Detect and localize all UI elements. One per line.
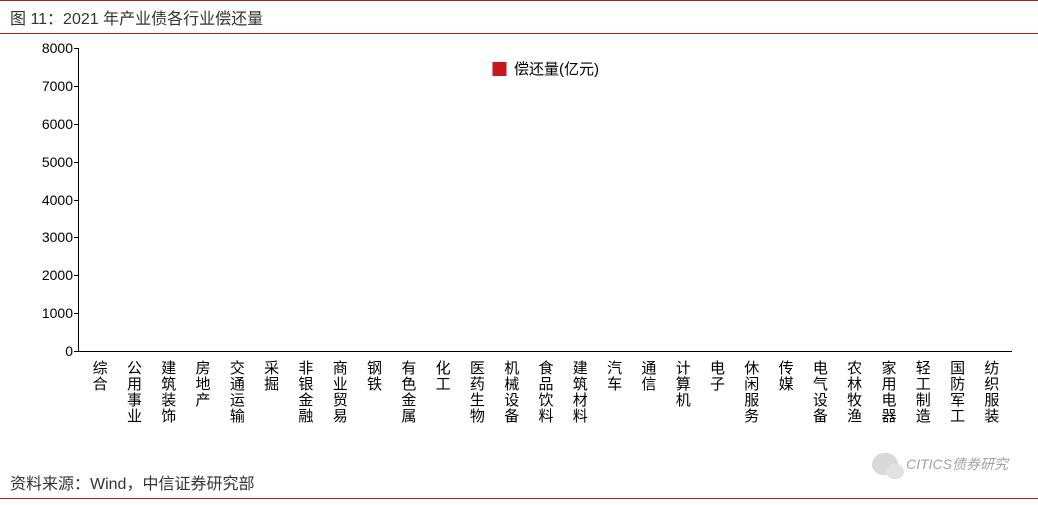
- x-label: 食品饮料: [528, 356, 562, 462]
- x-label: 通信: [631, 356, 665, 462]
- x-label: 建筑装饰: [151, 356, 185, 462]
- x-label-text: 房地产: [192, 356, 213, 462]
- x-label: 国防军工: [939, 356, 973, 462]
- y-tick: 3000: [29, 229, 73, 245]
- x-label: 交通运输: [219, 356, 253, 462]
- x-label: 电气设备: [802, 356, 836, 462]
- x-label: 钢铁: [356, 356, 390, 462]
- x-label-text: 电气设备: [809, 356, 830, 462]
- x-label: 农林牧渔: [837, 356, 871, 462]
- x-label-text: 轻工制造: [912, 356, 933, 462]
- x-label: 公用事业: [116, 356, 150, 462]
- plot-region: 偿还量(亿元) 01000200030004000500060007000800…: [78, 48, 1012, 352]
- x-label-text: 汽车: [603, 356, 624, 462]
- x-label-text: 机械设备: [500, 356, 521, 462]
- x-label-text: 国防军工: [946, 356, 967, 462]
- x-label: 建筑材料: [562, 356, 596, 462]
- x-label-text: 通信: [637, 356, 658, 462]
- y-tick: 0: [29, 343, 73, 359]
- x-label: 休闲服务: [734, 356, 768, 462]
- x-label: 传媒: [768, 356, 802, 462]
- x-label-text: 休闲服务: [740, 356, 761, 462]
- x-label-text: 有色金属: [397, 356, 418, 462]
- source-text: 资料来源：Wind，中信证券研究部: [10, 476, 254, 493]
- x-axis-labels: 综合公用事业建筑装饰房地产交通运输采掘非银金融商业贸易钢铁有色金属化工医药生物机…: [78, 356, 1012, 462]
- x-label: 商业贸易: [322, 356, 356, 462]
- x-label-text: 非银金融: [294, 356, 315, 462]
- x-label: 有色金属: [391, 356, 425, 462]
- x-label-text: 医药生物: [466, 356, 487, 462]
- x-label: 化工: [425, 356, 459, 462]
- x-label: 采掘: [253, 356, 287, 462]
- y-tick: 8000: [29, 40, 73, 56]
- x-label-text: 建筑装饰: [157, 356, 178, 462]
- x-label: 计算机: [665, 356, 699, 462]
- x-label: 电子: [699, 356, 733, 462]
- x-label-text: 纺织服装: [980, 356, 1001, 462]
- y-tick: 7000: [29, 78, 73, 94]
- x-label-text: 交通运输: [226, 356, 247, 462]
- x-label: 纺织服装: [974, 356, 1008, 462]
- x-label-text: 电子: [706, 356, 727, 462]
- chart-area: 偿还量(亿元) 0 1000 2000 3000 4000 5000 6000 7000 800…: [18, 42, 1018, 462]
- x-label-text: 计算机: [672, 356, 693, 462]
- x-label-text: 商业贸易: [329, 356, 350, 462]
- y-tick: 6000: [29, 116, 73, 132]
- x-label: 综合: [82, 356, 116, 462]
- legend-swatch: [492, 62, 506, 76]
- x-label-text: 公用事业: [123, 356, 144, 462]
- x-label-text: 建筑材料: [569, 356, 590, 462]
- y-tick: 2000: [29, 267, 73, 283]
- x-label: 房地产: [185, 356, 219, 462]
- x-label: 轻工制造: [905, 356, 939, 462]
- x-label: 机械设备: [494, 356, 528, 462]
- bars-container: [79, 48, 1012, 351]
- y-tick: 1000: [29, 305, 73, 321]
- x-label: 家用电器: [871, 356, 905, 462]
- x-label: 汽车: [596, 356, 630, 462]
- legend-label: 偿还量(亿元): [514, 58, 599, 79]
- x-label-text: 钢铁: [363, 356, 384, 462]
- x-label: 医药生物: [459, 356, 493, 462]
- x-label-text: 采掘: [260, 356, 281, 462]
- y-tick: 5000: [29, 154, 73, 170]
- x-label-text: 家用电器: [877, 356, 898, 462]
- legend: 偿还量(亿元): [492, 58, 599, 79]
- source-footer: 资料来源：Wind，中信证券研究部: [0, 466, 1038, 499]
- chart-title: 图 11：2021 年产业债各行业偿还量: [10, 11, 263, 28]
- x-label-text: 传媒: [775, 356, 796, 462]
- x-label-text: 综合: [89, 356, 110, 462]
- chart-title-bar: 图 11：2021 年产业债各行业偿还量: [0, 0, 1038, 34]
- x-label-text: 食品饮料: [535, 356, 556, 462]
- y-tick: 4000: [29, 192, 73, 208]
- x-label-text: 化工: [432, 356, 453, 462]
- x-label: 非银金融: [288, 356, 322, 462]
- x-label-text: 农林牧渔: [843, 356, 864, 462]
